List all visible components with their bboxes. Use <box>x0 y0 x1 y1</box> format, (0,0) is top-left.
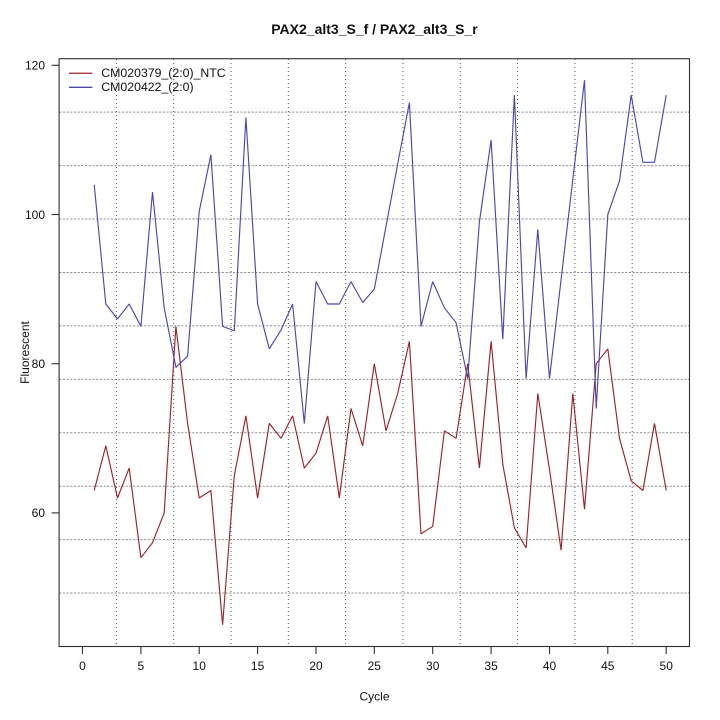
svg-text:CM020422_(2:0): CM020422_(2:0) <box>101 80 193 94</box>
svg-text:Fluorescent: Fluorescent <box>18 320 32 383</box>
svg-text:40: 40 <box>543 659 557 673</box>
svg-text:15: 15 <box>251 659 265 673</box>
svg-text:5: 5 <box>138 659 145 673</box>
svg-text:Cycle: Cycle <box>359 690 389 704</box>
svg-text:10: 10 <box>193 659 207 673</box>
svg-text:CM020379_(2:0)_NTC: CM020379_(2:0)_NTC <box>101 66 226 80</box>
svg-text:30: 30 <box>426 659 440 673</box>
svg-text:45: 45 <box>601 659 615 673</box>
svg-text:120: 120 <box>25 59 45 73</box>
svg-text:60: 60 <box>32 506 46 520</box>
svg-text:80: 80 <box>32 357 46 371</box>
svg-text:100: 100 <box>25 208 45 222</box>
svg-text:PAX2_alt3_S_f / PAX2_alt3_S_r: PAX2_alt3_S_f / PAX2_alt3_S_r <box>271 21 478 37</box>
svg-text:0: 0 <box>79 659 86 673</box>
svg-text:35: 35 <box>484 659 498 673</box>
svg-text:25: 25 <box>368 659 382 673</box>
svg-text:20: 20 <box>309 659 323 673</box>
svg-text:50: 50 <box>660 659 674 673</box>
